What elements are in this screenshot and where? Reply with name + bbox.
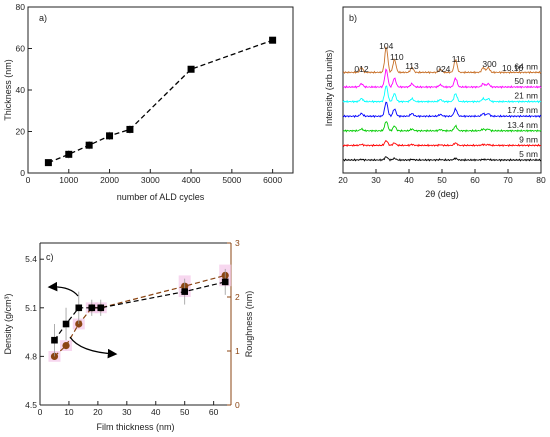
panel-a-point — [269, 36, 277, 44]
panel-c-label: c) — [46, 252, 54, 262]
panel-b-xtick-label: 80 — [536, 175, 546, 185]
panel-a-point — [65, 150, 73, 158]
panel-c-ylabel-left: Density (g/cm³) — [3, 293, 13, 354]
panel-a-point — [106, 132, 114, 140]
panel-a-xtick-label: 6000 — [263, 175, 282, 185]
panel-b-peak-label: 10.10 — [502, 63, 524, 73]
panel-b-series-line — [342, 156, 542, 162]
panel-c-xtick-label: 40 — [151, 407, 161, 417]
panel-b-xtick-label: 50 — [437, 175, 447, 185]
panel-b-series-line — [342, 101, 542, 119]
panel-b-ylabel: Intensity (arb.units) — [324, 50, 334, 127]
panel-a-xtick-label: 5000 — [222, 175, 241, 185]
panel-c-xtick-label: 10 — [64, 407, 74, 417]
panel-b-label: b) — [349, 13, 357, 23]
panel-c-xtick-label: 60 — [209, 407, 219, 417]
panel-b-series-line — [342, 139, 541, 148]
panel-a-ytick-label: 0 — [20, 168, 25, 178]
panel-c-arrow-left — [47, 281, 79, 297]
panel-a-xtick-label: 0 — [26, 175, 31, 185]
panel-b-series-line — [342, 68, 542, 89]
panel-c-ytick-right-label: 0 — [235, 400, 240, 410]
panel-c-density-point — [181, 288, 188, 295]
panel-b-series-label: 13.4 nm — [507, 120, 538, 130]
panel-b-series-label: 9 nm — [519, 134, 538, 144]
panel-c-ytick-left-label: 4.8 — [25, 351, 37, 361]
panel-a-point — [126, 125, 134, 133]
panel-a-xtick-label: 1000 — [59, 175, 78, 185]
panel-b-peak-label: 012 — [354, 64, 368, 74]
panel-b-xtick-label: 40 — [404, 175, 414, 185]
panel-c-ytick-right-label: 1 — [235, 346, 240, 356]
panel-b-peak-label: 300 — [482, 59, 496, 69]
panel-a-ytick-label: 80 — [16, 2, 26, 12]
panel-c-density-point — [88, 304, 96, 312]
panel-c-density-point — [97, 304, 105, 312]
panel-b-series-label: 17.9 nm — [507, 105, 538, 115]
panel-c-ytick-right-label: 2 — [235, 292, 240, 302]
panel-b-xtick-label: 70 — [503, 175, 513, 185]
panel-c-xlabel: Film thickness (nm) — [96, 422, 174, 432]
panel-a-series-line — [48, 39, 273, 164]
panel-c-ytick-left-label: 5.4 — [25, 254, 37, 264]
panel-a-ytick-label: 60 — [16, 44, 26, 54]
panel-b-series-label: 50 nm — [514, 76, 538, 86]
panel-a-label: a) — [39, 13, 47, 23]
panel-a-xtick-label: 4000 — [182, 175, 201, 185]
panel-b-series-label: 64 nm — [514, 61, 538, 71]
panel-a-point — [44, 159, 52, 167]
panel-c-xtick-label: 0 — [38, 407, 43, 417]
panel-c-roughness-point — [62, 342, 70, 350]
panel-b-frame — [342, 6, 542, 174]
panel-b-xlabel: 2θ (deg) — [425, 189, 459, 199]
panel-c-ytick-left-label: 4.5 — [25, 400, 37, 410]
panel-a-frame — [27, 6, 294, 174]
panel-c-ytick-right-label: 3 — [235, 238, 240, 248]
panel-c-xtick-label: 50 — [180, 407, 190, 417]
panel-a-point — [85, 141, 93, 149]
panel-c-ylabel-right: Roughness (nm) — [244, 291, 254, 358]
panel-b-series-line — [342, 121, 542, 133]
panel-a-ytick-label: 40 — [16, 85, 26, 95]
panel-b-series-line — [342, 85, 542, 104]
panel-b-peak-label: 104 — [379, 41, 393, 51]
panel-c-density-point — [51, 336, 58, 344]
panel-c-density-point — [62, 320, 70, 328]
panel-b-xtick-label: 30 — [371, 175, 381, 185]
panel-b-peak-label: 024 — [436, 64, 450, 74]
panel-b-series-label: 21 nm — [514, 91, 538, 101]
panel-c-xtick-label: 20 — [93, 407, 103, 417]
panel-a-xtick-label: 2000 — [100, 175, 119, 185]
panel-c-xtick-label: 30 — [122, 407, 132, 417]
panel-a-xlabel: number of ALD cycles — [117, 192, 205, 202]
panel-b-peak-label: 113 — [405, 61, 419, 71]
panel-b-series-label: 5 nm — [519, 149, 538, 159]
panel-c-density-point — [221, 278, 229, 286]
panel-a-point — [187, 65, 195, 73]
panel-a-ylabel: Thickness (nm) — [3, 59, 13, 121]
panel-a-xtick-label: 3000 — [141, 175, 160, 185]
panel-b-series-line — [342, 46, 542, 75]
panel-a-ytick-label: 20 — [16, 127, 26, 137]
panel-c-ytick-left-label: 5.1 — [25, 303, 37, 313]
panel-b-xtick-label: 60 — [470, 175, 480, 185]
panel-c-arrow-right — [69, 336, 118, 359]
panel-b-peak-label: 116 — [452, 54, 466, 64]
panel-b-peak-label: 110 — [390, 52, 404, 62]
panel-b-xtick-label: 20 — [338, 175, 348, 185]
panel-c-density-point — [75, 304, 83, 312]
